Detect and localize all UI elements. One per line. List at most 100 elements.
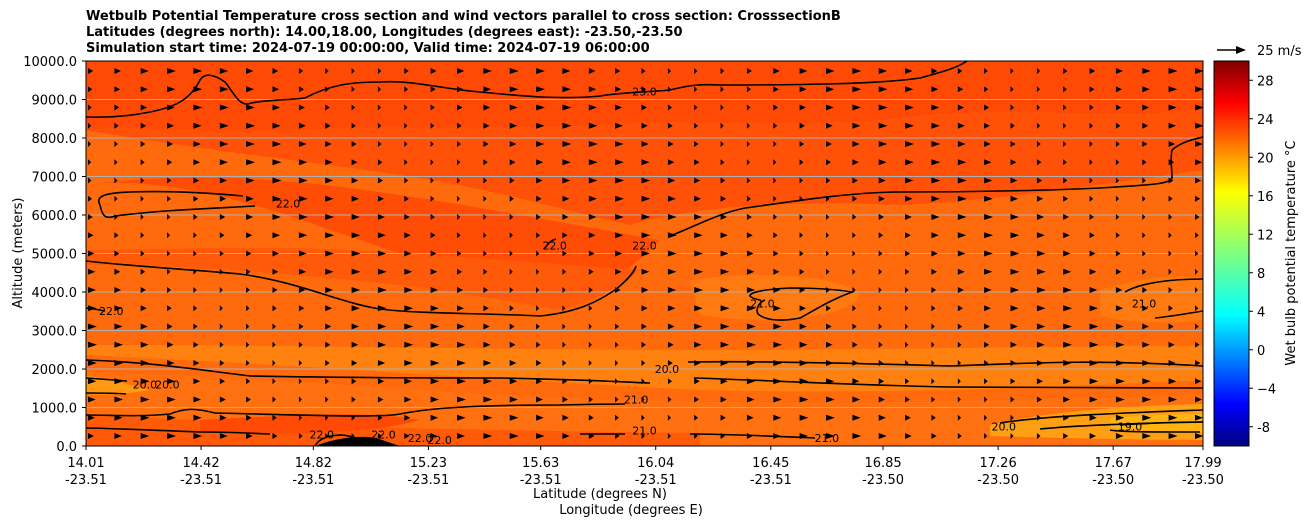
wind-vector — [88, 122, 92, 129]
wind-vector — [984, 214, 994, 220]
wind-vector — [799, 68, 808, 74]
wind-vector — [404, 177, 409, 184]
contour-label: 22.0 — [542, 240, 567, 253]
wind-vector — [219, 232, 225, 239]
wind-vector — [984, 232, 994, 239]
wind-vector — [720, 341, 729, 348]
wind-vector — [483, 287, 488, 293]
wind-vector — [298, 214, 308, 220]
wind-vector — [1063, 287, 1072, 293]
wind-vector — [1063, 323, 1073, 330]
wind-vector — [1195, 214, 1200, 220]
wind-vector — [826, 214, 830, 220]
wind-vector — [272, 305, 277, 312]
wind-vector — [193, 305, 197, 312]
wind-vector — [720, 86, 724, 93]
wind-vector — [931, 268, 937, 275]
wind-vector — [457, 341, 466, 348]
wind-vector — [694, 396, 699, 403]
wind-vector — [1036, 323, 1046, 330]
wind-vector — [140, 433, 150, 439]
chart-title-line1: Wetbulb Potential Temperature cross sect… — [86, 9, 841, 24]
wind-vector — [826, 378, 835, 385]
wind-vector — [430, 323, 440, 330]
contour-line — [86, 392, 127, 395]
wind-vector — [694, 177, 701, 184]
wind-vector — [298, 323, 304, 330]
wind-vector — [167, 104, 175, 111]
wind-vector — [536, 159, 544, 166]
quiver-key-label: 25 m/s — [1257, 44, 1302, 59]
wind-vector — [404, 195, 409, 202]
wind-vector — [114, 268, 121, 275]
wind-vector — [167, 414, 176, 421]
wind-vector — [667, 287, 677, 293]
wind-vector — [641, 159, 650, 166]
wind-vector — [931, 214, 940, 220]
wind-vector — [219, 433, 228, 439]
wind-vector — [1036, 195, 1044, 202]
wind-vector — [799, 232, 803, 239]
wind-vector — [1089, 414, 1097, 421]
wind-vector — [167, 323, 173, 330]
wind-vector — [799, 341, 808, 348]
wind-vector — [667, 323, 675, 330]
wind-vector — [351, 214, 360, 220]
colorbar-tick-label: 12 — [1257, 228, 1274, 243]
wind-vector — [1036, 214, 1044, 220]
x-tick-label-lon: -23.50 — [862, 473, 904, 488]
wind-vector — [509, 287, 514, 293]
wind-vector — [720, 195, 726, 202]
wind-vector — [509, 159, 516, 166]
wind-vector — [562, 396, 568, 403]
wind-vector — [167, 177, 172, 184]
wind-vector — [246, 378, 251, 385]
wind-vector — [457, 68, 465, 74]
wind-vector — [167, 287, 171, 293]
wind-vector — [1115, 287, 1123, 293]
wind-vector — [483, 232, 487, 239]
wind-vector — [1010, 305, 1019, 312]
wind-vector — [298, 360, 303, 366]
wind-vector — [404, 159, 408, 166]
wind-vector — [773, 68, 780, 74]
wind-vector — [1142, 414, 1152, 421]
wind-vector — [852, 323, 857, 330]
contour-line — [86, 359, 651, 384]
wind-vector — [1168, 214, 1173, 220]
wind-vector — [272, 104, 280, 111]
wind-vector — [984, 141, 991, 147]
wind-vector — [615, 232, 624, 239]
wind-vector — [905, 232, 911, 239]
wind-vector — [536, 86, 546, 93]
wind-vector — [325, 250, 334, 257]
wind-vector — [905, 141, 914, 147]
y-axis-title: Altitude (meters) — [11, 198, 26, 309]
wind-vector — [351, 396, 356, 403]
wind-vector — [377, 433, 382, 439]
wind-vector — [509, 305, 514, 312]
colorbar-tick-label: 8 — [1257, 267, 1265, 282]
wind-vector — [905, 360, 909, 366]
wind-vector — [377, 341, 386, 348]
wind-vector — [140, 177, 145, 184]
wind-vector — [905, 323, 909, 330]
wind-vector — [931, 305, 936, 312]
wind-vector — [430, 141, 434, 147]
wind-vector — [298, 268, 307, 275]
wind-vector — [641, 214, 651, 220]
wind-vector — [852, 195, 858, 202]
wind-vector — [799, 396, 809, 403]
wind-vector — [641, 232, 651, 239]
wind-vector — [615, 250, 623, 257]
wind-vector — [536, 195, 542, 202]
wind-vector — [457, 396, 466, 403]
wind-vector — [931, 414, 936, 421]
wind-vector — [852, 68, 862, 74]
wind-vector — [430, 68, 437, 74]
wind-vector — [351, 414, 356, 421]
wind-vector — [246, 341, 250, 348]
wind-vector — [1089, 177, 1093, 184]
wind-vector — [746, 396, 755, 403]
wind-vector — [826, 396, 835, 403]
